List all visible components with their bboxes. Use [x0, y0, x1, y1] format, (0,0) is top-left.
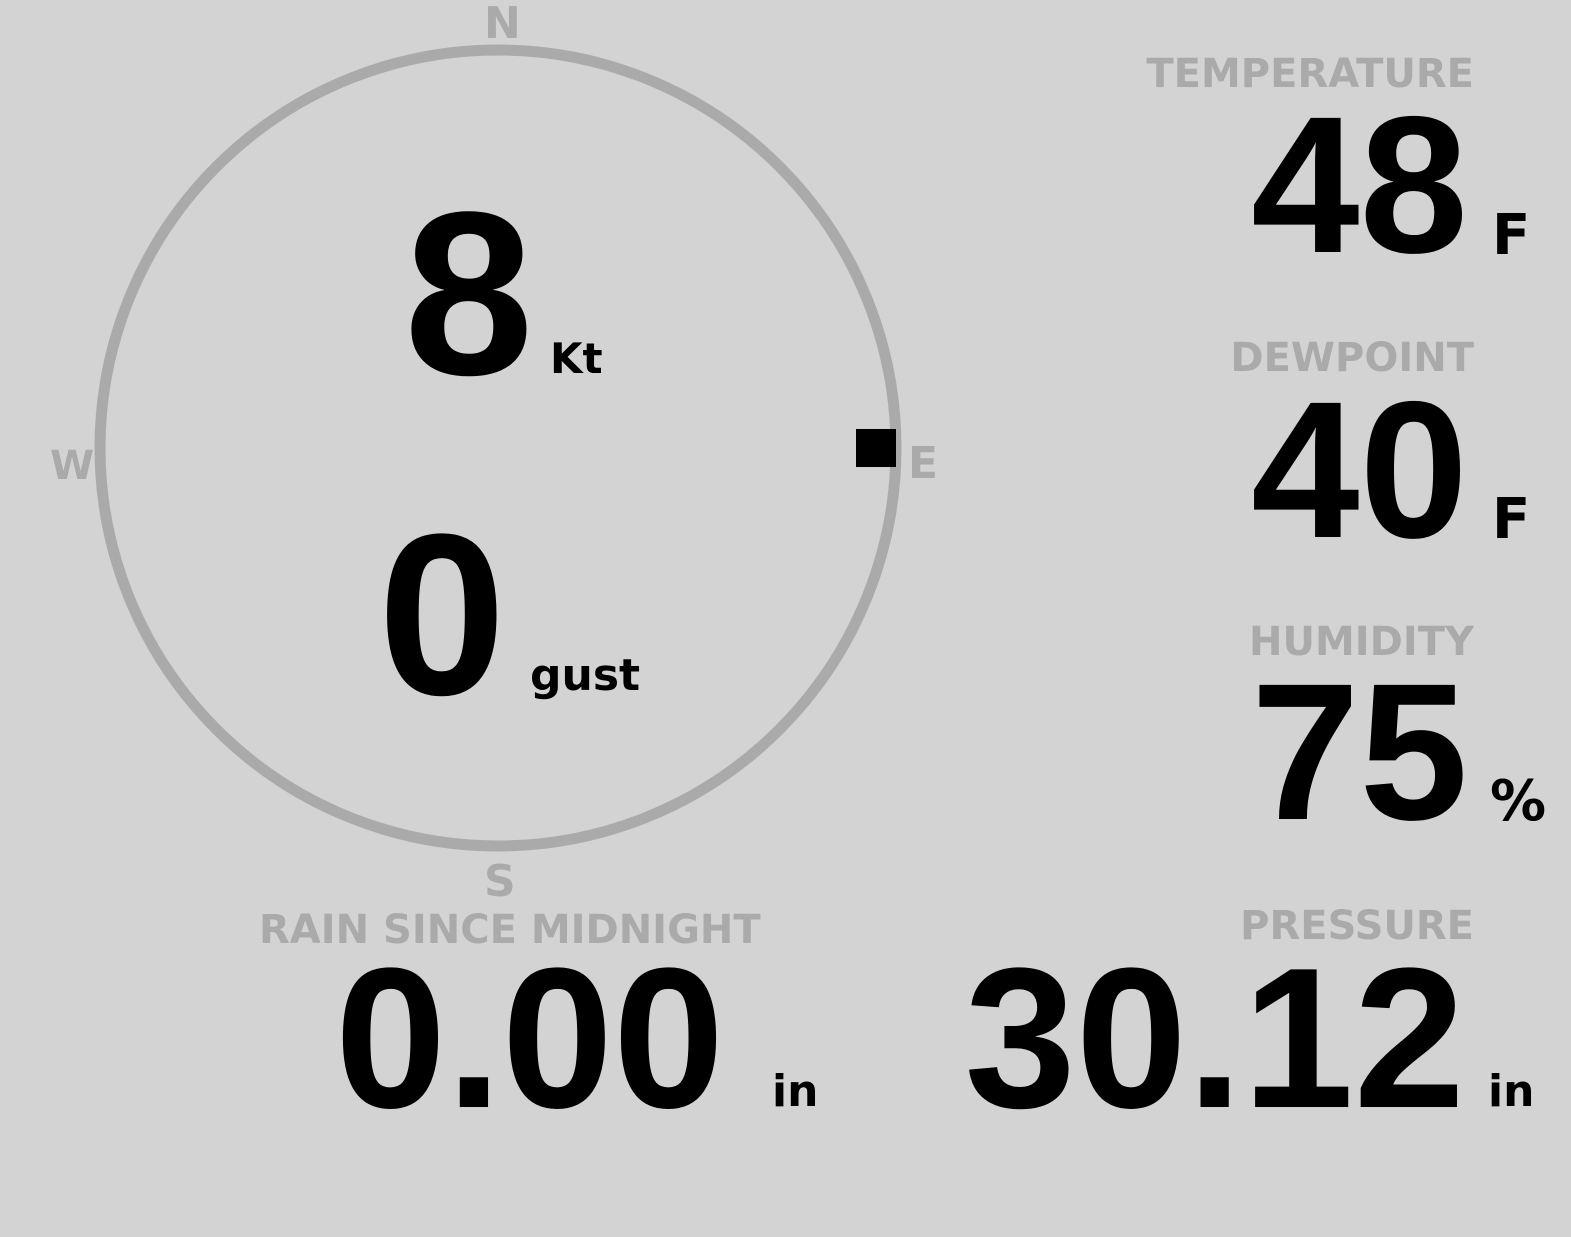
pressure-value: 30.12 — [964, 927, 1466, 1150]
wind-direction-marker — [856, 429, 896, 467]
rain-unit: in — [772, 1066, 819, 1117]
wind-gust-unit: gust — [530, 650, 641, 701]
dewpoint-unit: F — [1492, 487, 1531, 552]
rain-value: 0.00 — [335, 927, 725, 1150]
temperature-label: TEMPERATURE — [1146, 51, 1474, 97]
compass-south: S — [484, 856, 516, 907]
wind-speed-unit: Kt — [550, 334, 603, 383]
compass-east: E — [908, 438, 939, 489]
pressure-unit: in — [1488, 1066, 1535, 1117]
wind-compass — [94, 44, 902, 852]
temperature-unit: F — [1492, 203, 1531, 268]
wind-speed-value: 8 — [404, 164, 534, 424]
compass-west: W — [50, 443, 95, 489]
humidity-value: 75 — [1251, 643, 1468, 861]
compass-north: N — [484, 0, 521, 49]
wind-gust-value: 0 — [378, 486, 506, 743]
humidity-unit: % — [1490, 769, 1547, 834]
pressure-label: PRESSURE — [1240, 903, 1474, 949]
rain-label: RAIN SINCE MIDNIGHT — [259, 907, 761, 953]
dewpoint-label: DEWPOINT — [1230, 335, 1474, 381]
dewpoint-value: 40 — [1251, 361, 1468, 579]
humidity-label: HUMIDITY — [1249, 619, 1474, 665]
temperature-value: 48 — [1251, 76, 1468, 294]
